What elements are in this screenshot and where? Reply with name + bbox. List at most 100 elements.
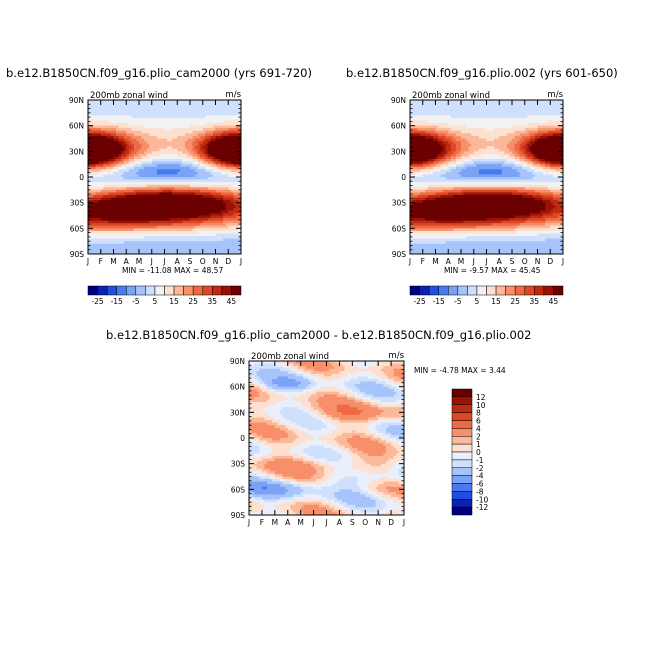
field-cell (228, 159, 232, 162)
field-cell (192, 138, 196, 142)
field-cell (113, 159, 117, 162)
field-cell (550, 102, 554, 106)
field-cell (151, 107, 155, 111)
field-cell (179, 182, 183, 186)
field-cell (192, 241, 196, 245)
field-cell (136, 125, 140, 129)
field-cell (215, 184, 219, 188)
field-cell (200, 141, 204, 145)
field-cell (200, 153, 204, 157)
field-cell (161, 182, 165, 186)
field-cell (126, 161, 130, 165)
field-cell (174, 241, 178, 245)
panel1-xtick-label: M (136, 257, 142, 266)
field-cell (473, 117, 477, 121)
field-cell (425, 115, 429, 119)
field-cell (190, 202, 193, 206)
field-cell (524, 128, 528, 132)
field-cell (220, 212, 224, 216)
field-cell (174, 246, 178, 250)
field-cell (121, 202, 125, 206)
field-cell (218, 182, 221, 186)
field-cell (108, 153, 112, 157)
field-cell (90, 194, 94, 198)
field-cell (179, 102, 183, 106)
field-cell (182, 197, 186, 201)
field-cell (161, 223, 165, 227)
field-cell (126, 151, 130, 155)
field-cell (93, 171, 97, 175)
field-cell (156, 133, 160, 137)
field-cell (496, 123, 500, 127)
field-cell (131, 238, 135, 242)
field-cell (126, 189, 130, 193)
field-cell (210, 171, 214, 175)
field-cell (463, 146, 467, 150)
field-cell (151, 138, 155, 142)
field-cell (218, 100, 221, 103)
field-cell (187, 179, 191, 183)
field-cell (172, 125, 176, 129)
field-cell (146, 166, 150, 170)
field-cell (512, 130, 515, 134)
field-cell (98, 225, 102, 229)
field-cell (154, 174, 158, 178)
field-cell (146, 182, 150, 186)
field-cell (223, 107, 227, 111)
field-cell (90, 123, 94, 127)
field-cell (207, 220, 211, 224)
field-cell (182, 212, 186, 216)
field-cell (100, 110, 104, 114)
field-cell (144, 105, 148, 109)
field-cell (494, 115, 498, 119)
field-cell (192, 120, 196, 124)
field-cell (98, 156, 102, 160)
field-cell (110, 166, 114, 170)
field-cell (161, 205, 165, 209)
field-cell (151, 241, 155, 245)
field-cell (202, 166, 206, 170)
field-cell (151, 246, 155, 250)
field-cell (207, 128, 211, 132)
field-cell (126, 171, 130, 175)
field-cell (93, 246, 97, 250)
field-cell (197, 115, 201, 119)
field-cell (220, 223, 224, 227)
field-cell (100, 179, 104, 183)
field-cell (218, 151, 221, 155)
field-cell (218, 236, 221, 239)
field-cell (233, 238, 237, 242)
field-cell (172, 102, 176, 106)
field-cell (540, 100, 543, 103)
field-cell (103, 220, 107, 224)
field-cell (417, 135, 421, 139)
field-cell (136, 133, 140, 137)
field-cell (238, 197, 242, 201)
field-cell (417, 112, 421, 116)
field-cell (202, 169, 206, 173)
field-cell (174, 205, 178, 209)
field-cell (93, 169, 97, 173)
field-cell (432, 143, 436, 147)
field-cell (220, 243, 224, 247)
field-cell (427, 148, 431, 152)
field-cell (425, 125, 429, 129)
field-cell (220, 148, 224, 152)
field-cell (440, 133, 444, 137)
field-cell (182, 143, 186, 147)
field-cell (110, 207, 114, 211)
field-cell (476, 117, 480, 121)
field-cell (195, 151, 199, 155)
field-cell (215, 171, 219, 175)
field-cell (95, 194, 99, 198)
field-cell (215, 159, 219, 162)
field-cell (174, 223, 178, 227)
field-cell (182, 218, 186, 222)
field-cell (555, 143, 559, 147)
field-cell (223, 225, 227, 229)
field-cell (496, 107, 500, 111)
field-cell (172, 194, 176, 198)
field-cell (118, 243, 122, 247)
field-cell (509, 120, 513, 124)
field-cell (430, 100, 434, 103)
